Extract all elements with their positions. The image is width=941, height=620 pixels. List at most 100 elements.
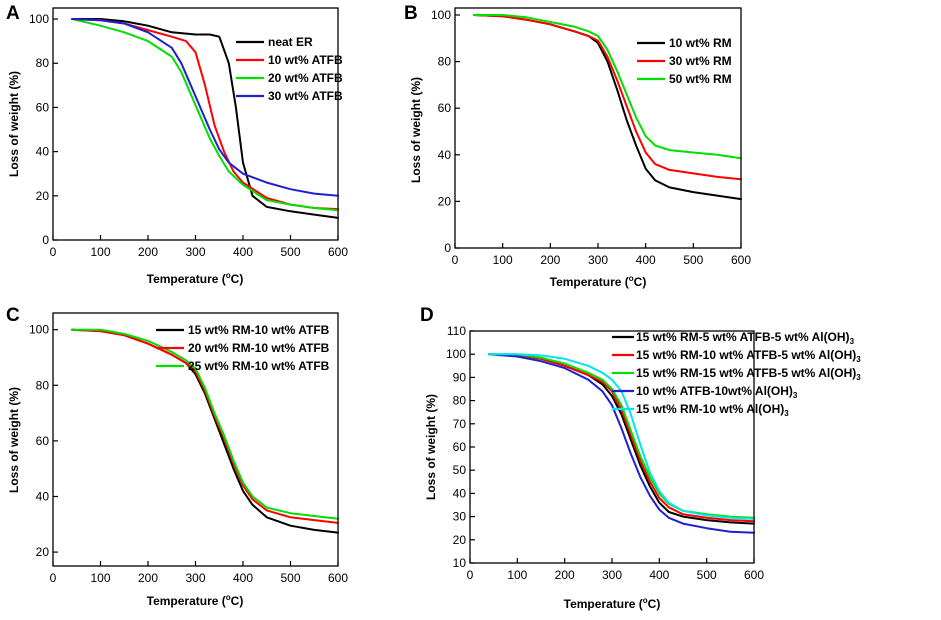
panel-C-series-group	[71, 328, 339, 534]
x-tick-label-c-600: 600	[328, 571, 348, 585]
y-tick-label-d-30: 30	[453, 510, 467, 524]
panel-B-xlabel: Temperature (oC)	[550, 274, 647, 289]
y-tick-label-a-20: 20	[36, 189, 50, 203]
legend-label-d4: 15 wt% RM-10 wt% Al(OH)3	[636, 402, 789, 418]
legend-label-a3: 30 wt% ATFB	[268, 89, 343, 103]
y-tick-label-d-50: 50	[453, 463, 467, 477]
series-line-c-2	[71, 328, 339, 520]
x-tick-label-c-200: 200	[138, 571, 158, 585]
panel-B: B 0 100 200 300 400 500 600 0 20 40 60 80 100 Loss o…	[404, 3, 751, 289]
legend-label-d2: 15 wt% RM-15 wt% ATFB-5 wt% Al(OH)3	[636, 366, 861, 382]
legend-label-b2: 50 wt% RM	[669, 72, 732, 86]
y-tick-label-a-60: 60	[36, 100, 50, 114]
panel-D-plot-frame	[469, 330, 755, 564]
x-tick-label-a-0: 0	[50, 245, 57, 259]
y-tick-label-c-60: 60	[36, 434, 50, 448]
y-tick-label-a-80: 80	[36, 56, 50, 70]
panel-A-letter: A	[6, 3, 20, 24]
y-tick-label-c-100: 100	[29, 323, 49, 337]
panel-C-xlabel: Temperature (oC)	[147, 593, 244, 608]
x-tick-label-a-100: 100	[90, 245, 110, 259]
legend-label-d3: 10 wt% ATFB-10wt% Al(OH)3	[636, 384, 798, 400]
x-tick-label-c-500: 500	[280, 571, 300, 585]
y-tick-label-d-20: 20	[453, 533, 467, 547]
series-line-d-1	[487, 353, 755, 523]
legend-label-b0: 10 wt% RM	[669, 36, 732, 50]
y-tick-label-c-20: 20	[36, 545, 50, 559]
series-line-a-3	[71, 18, 339, 197]
panel-B-legend: 10 wt% RM 30 wt% RM 50 wt% RM	[637, 36, 732, 86]
series-line-d-3	[487, 353, 755, 534]
y-tick-label-a-0: 0	[42, 233, 49, 247]
x-tick-label-d-400: 400	[649, 568, 669, 582]
panel-D-letter: D	[420, 305, 434, 326]
y-tick-label-b-20: 20	[438, 194, 452, 208]
panel-D-ylabel: Loss of weight (%)	[424, 394, 438, 500]
x-tick-label-a-300: 300	[185, 245, 205, 259]
x-tick-label-d-500: 500	[697, 568, 717, 582]
legend-label-a1: 10 wt% ATFB	[268, 53, 343, 67]
series-line-a-2	[71, 18, 339, 212]
x-tick-label-c-300: 300	[185, 571, 205, 585]
x-tick-label-a-200: 200	[138, 245, 158, 259]
y-tick-label-d-100: 100	[446, 347, 466, 361]
panel-D-series-group	[487, 353, 755, 534]
y-tick-label-c-40: 40	[36, 489, 50, 503]
x-tick-label-b-200: 200	[540, 253, 560, 267]
x-tick-label-b-100: 100	[493, 253, 513, 267]
legend-label-a2: 20 wt% ATFB	[268, 71, 343, 85]
y-tick-label-d-70: 70	[453, 417, 467, 431]
panel-D-axes: 0 100 200 300 400 500 600 10 20 30 40 50 60 70 80 90 100…	[446, 324, 764, 582]
legend-label-d1: 15 wt% RM-10 wt% ATFB-5 wt% Al(OH)3	[636, 348, 861, 364]
y-tick-label-d-10: 10	[453, 556, 467, 570]
panel-D: D 0 100 200 300 400 500 600 10 20 30 40 50 60 70 80 90 1…	[420, 305, 861, 611]
y-tick-label-d-90: 90	[453, 370, 467, 384]
y-tick-label-b-80: 80	[438, 55, 452, 69]
y-tick-label-a-40: 40	[36, 145, 50, 159]
x-tick-label-d-100: 100	[507, 568, 527, 582]
legend-label-d0: 15 wt% RM-5 wt% ATFB-5 wt% Al(OH)3	[636, 330, 855, 346]
panel-A-series-group	[71, 18, 339, 219]
series-line-b-2	[473, 14, 742, 160]
y-tick-label-b-100: 100	[431, 8, 451, 22]
x-tick-label-a-600: 600	[328, 245, 348, 259]
panel-C-letter: C	[6, 305, 20, 326]
series-line-a-1	[71, 18, 339, 211]
legend-label-b1: 30 wt% RM	[669, 54, 732, 68]
panel-A-plot-frame	[52, 7, 339, 241]
y-tick-label-d-80: 80	[453, 394, 467, 408]
x-tick-label-b-500: 500	[683, 253, 703, 267]
panel-B-letter: B	[404, 3, 418, 24]
panel-D-legend: 15 wt% RM-5 wt% ATFB-5 wt% Al(OH)3 15 wt…	[612, 330, 861, 418]
panel-C-plot-frame	[52, 312, 339, 567]
panel-C: C 0 100 200 300 400 500 600 20 40 60 80 100 Loss of…	[6, 305, 348, 608]
series-line-d-4	[487, 353, 755, 520]
x-tick-label-a-500: 500	[280, 245, 300, 259]
x-tick-label-d-300: 300	[602, 568, 622, 582]
panel-A-legend: neat ER 10 wt% ATFB 20 wt% ATFB 30 wt% A…	[236, 35, 343, 103]
panel-C-axes: 0 100 200 300 400 500 600 20 40 60 80 100	[29, 323, 348, 585]
x-tick-label-b-600: 600	[731, 253, 751, 267]
y-tick-label-b-60: 60	[438, 101, 452, 115]
x-tick-label-d-200: 200	[555, 568, 575, 582]
y-tick-label-d-40: 40	[453, 486, 467, 500]
x-tick-label-b-0: 0	[452, 253, 459, 267]
y-tick-label-b-40: 40	[438, 148, 452, 162]
y-tick-label-d-110: 110	[447, 324, 466, 338]
panel-A-ylabel: Loss of weight (%)	[7, 71, 21, 177]
panel-B-series-group	[473, 14, 742, 201]
panel-B-ylabel: Loss of weight (%)	[409, 77, 423, 183]
panel-A-axes: 0 100 200 300 400 500 600 0 20 40 60 80 100	[29, 12, 348, 259]
series-line-b-1	[473, 14, 742, 181]
legend-label-c2: 25 wt% RM-10 wt% ATFB	[188, 359, 330, 373]
y-tick-label-a-100: 100	[29, 12, 49, 26]
legend-label-c0: 15 wt% RM-10 wt% ATFB	[188, 323, 330, 337]
x-tick-label-a-400: 400	[233, 245, 253, 259]
y-tick-label-c-80: 80	[36, 378, 50, 392]
x-tick-label-b-300: 300	[588, 253, 608, 267]
y-tick-label-b-0: 0	[444, 241, 451, 255]
x-tick-label-c-400: 400	[233, 571, 253, 585]
panel-B-plot-frame	[454, 7, 742, 249]
x-tick-label-d-0: 0	[467, 568, 474, 582]
